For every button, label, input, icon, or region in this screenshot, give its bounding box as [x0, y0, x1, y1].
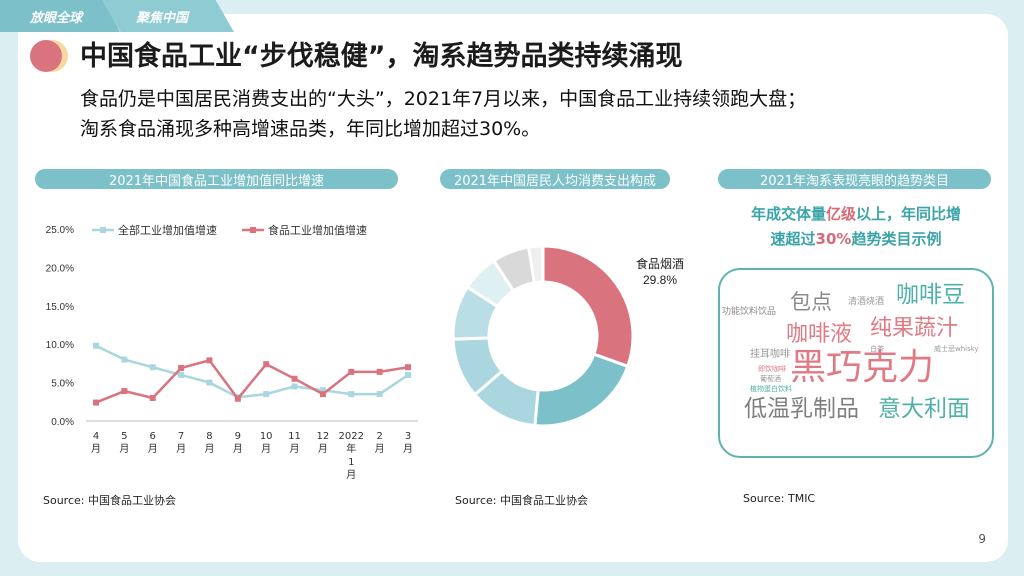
data-point-1: [263, 361, 270, 368]
word-white-tea: 白茶: [870, 345, 884, 353]
page-subtitle: 食品仍是中国居民消费支出的“大头”，2021年7月以来，中国食品工业持续领跑大盘…: [80, 84, 806, 144]
donut-slice-7: [526, 244, 545, 285]
legend-marker-1: [250, 227, 256, 233]
series-line-1: [95, 358, 409, 404]
trend-title-text: 趋势类目示例: [851, 230, 942, 248]
data-point-0: [319, 387, 326, 394]
x-tick-label: 12 月: [317, 431, 330, 455]
trend-title-highlight: 30%: [815, 230, 852, 248]
source-pie-chart: Source: 中国食品工业协会: [455, 494, 588, 507]
data-point-0: [93, 342, 99, 349]
trend-title-text: 年成交体量: [750, 205, 826, 223]
trend-title-line: 速超过30%趋势类目示例: [718, 227, 994, 252]
tab-global[interactable]: 放眼全球: [0, 0, 120, 32]
subtitle-line: 淘系食品涌现多种高增速品类，年同比增加超过30%。: [80, 118, 541, 140]
y-tick-label: 25.0%: [46, 225, 74, 236]
y-tick-label: 0.0%: [51, 417, 74, 428]
word-energy-drink: 功能饮料饮品: [722, 307, 777, 317]
donut-label-value: 29.8%: [643, 273, 677, 287]
donut-slice-0: [541, 244, 635, 369]
word-whisky: 威士忌whisky: [934, 345, 979, 353]
page-title: 中国食品工业“步伐稳健”，淘系趋势品类持续涌现: [80, 41, 683, 72]
trend-title-text: 速超过: [770, 230, 816, 248]
data-point-1: [121, 388, 128, 395]
data-point-1: [149, 394, 156, 401]
donut-slice-1: [533, 352, 630, 428]
word-wine: 葡萄酒: [760, 375, 781, 383]
source-line-chart: Source: 中国食品工业协会: [43, 494, 176, 507]
data-point-1: [234, 395, 241, 402]
x-tick-label: 2022 年 1 月: [339, 431, 364, 481]
word-plant-protein: 植物蛋白饮料: [750, 385, 792, 393]
word-low-temp-dairy: 低温乳制品: [744, 396, 859, 422]
word-baozi: 包点: [790, 290, 832, 314]
tab-china[interactable]: 聚焦中国: [102, 0, 234, 32]
data-point-1: [178, 365, 185, 372]
data-point-0: [348, 391, 355, 398]
legend-label: 全部工业增加值增速: [118, 223, 217, 237]
word-pure-juice: 纯果蔬汁: [870, 316, 959, 341]
data-point-1: [376, 368, 383, 375]
line-chart: 0.0% 5.0% 10.0% 15.0% 20.0% 25.0% 4 月 5 月 6 月 7 月 8 月 9 月…: [46, 223, 418, 481]
data-point-0: [121, 356, 128, 363]
trend-title: 年成交体量亿级以上，年同比增 速超过30%趋势类目示例: [718, 202, 994, 252]
section-header-pie-chart: 2021年中国居民人均消费支出构成: [440, 169, 670, 189]
data-point-0: [149, 364, 156, 371]
donut-chart: 食品烟酒 29.8%: [451, 244, 684, 428]
x-tick-label: 11 月: [288, 431, 301, 455]
word-cloud: 黑巧克力 低温乳制品 意大利面 纯果蔬汁 咖啡液 咖啡豆 包点 功能饮料饮品 清…: [718, 268, 994, 458]
word-sake-shochu: 清酒烧酒: [848, 297, 885, 307]
data-point-1: [291, 375, 298, 382]
trend-title-line: 年成交体量亿级以上，年同比增: [718, 202, 994, 227]
legend-label: 食品工业增加值增速: [268, 223, 367, 237]
subtitle-line: 食品仍是中国居民消费支出的“大头”，2021年7月以来，中国食品工业持续领跑大盘…: [80, 88, 807, 110]
series-line-0: [95, 344, 409, 399]
legend-marker-0: [100, 227, 106, 233]
source-trend: Source: TMIC: [743, 492, 816, 505]
y-tick-label: 10.0%: [46, 340, 74, 351]
data-point-0: [376, 391, 383, 398]
trend-title-text: 以上，年同比增: [856, 205, 962, 223]
data-point-0: [291, 383, 298, 390]
title-dot-icon: [30, 40, 62, 72]
word-rtd-coffee: 即饮咖啡: [758, 365, 786, 373]
word-pasta: 意大利面: [878, 396, 970, 422]
top-tabs: 放眼全球 聚焦中国: [0, 0, 234, 32]
y-tick-label: 20.0%: [46, 263, 74, 274]
data-point-0: [405, 371, 411, 378]
section-header-trend: 2021年淘系表现亮眼的趋势类目: [718, 169, 991, 189]
data-point-1: [206, 357, 213, 364]
word-coffee-liquid: 咖啡液: [786, 322, 853, 347]
y-tick-label: 15.0%: [46, 302, 74, 313]
data-point-1: [405, 364, 411, 371]
data-point-1: [93, 399, 99, 406]
word-drip-coffee: 挂耳咖啡: [750, 349, 790, 360]
data-point-1: [348, 368, 355, 375]
data-point-0: [206, 379, 213, 386]
word-coffee-beans: 咖啡豆: [896, 282, 965, 308]
donut-label-name: 食品烟酒: [636, 256, 684, 271]
trend-title-highlight: 亿级: [825, 205, 856, 223]
word-dark-chocolate: 黑巧克力: [790, 347, 935, 388]
x-tick-label: 10 月: [260, 431, 273, 455]
data-point-0: [263, 391, 270, 398]
y-tick-label: 5.0%: [51, 379, 74, 390]
section-header-line-chart: 2021年中国食品工业增加值同比增速: [35, 169, 398, 189]
page-number: 9: [978, 532, 986, 546]
data-point-0: [178, 371, 185, 378]
data-point-1: [319, 391, 326, 398]
